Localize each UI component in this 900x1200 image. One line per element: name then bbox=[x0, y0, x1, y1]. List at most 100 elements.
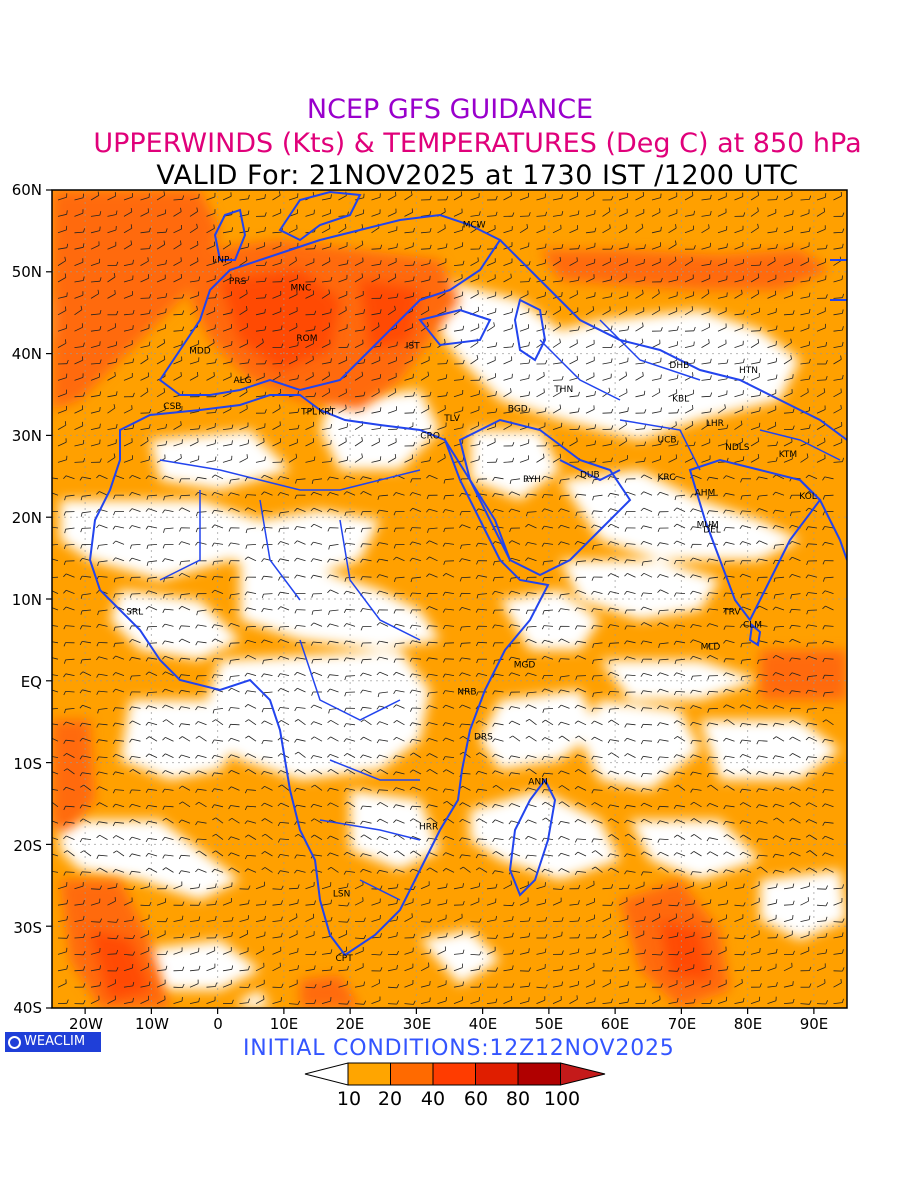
wind-barb-feather bbox=[446, 932, 448, 937]
wind-barb bbox=[329, 787, 339, 791]
wind-barb bbox=[543, 625, 554, 627]
wind-barb-feather bbox=[79, 804, 83, 809]
wind-barb bbox=[824, 803, 834, 808]
wind-barb-feather bbox=[707, 784, 711, 788]
wind-barb bbox=[494, 476, 504, 480]
wind-barb bbox=[709, 738, 719, 742]
wind-barb bbox=[527, 691, 537, 694]
wind-barb bbox=[527, 592, 537, 594]
wind-barb bbox=[494, 508, 504, 512]
wind-barb-feather bbox=[145, 671, 150, 675]
wind-barb bbox=[552, 888, 563, 890]
wind-barb bbox=[354, 294, 364, 299]
wind-barb bbox=[189, 951, 199, 955]
wind-barb-feather bbox=[677, 998, 679, 1003]
wind-barb bbox=[692, 771, 702, 775]
wind-barb-feather bbox=[409, 818, 414, 822]
wind-barb-feather bbox=[132, 309, 135, 315]
wind-barb-feather bbox=[492, 838, 495, 843]
wind-barb bbox=[503, 277, 512, 283]
wind-barb-feather bbox=[195, 477, 198, 481]
wind-barb bbox=[684, 260, 693, 266]
wind-barb-feather bbox=[360, 511, 363, 516]
wind-barb bbox=[470, 409, 480, 414]
wind-barb-feather bbox=[673, 754, 677, 758]
wind-barb bbox=[758, 640, 768, 644]
wind-barb-feather bbox=[277, 655, 281, 660]
wind-barb bbox=[560, 721, 570, 726]
wind-barb-feather bbox=[756, 705, 760, 709]
wind-barb-feather bbox=[512, 949, 514, 954]
wind-barb bbox=[206, 412, 216, 414]
wind-barb bbox=[428, 641, 438, 644]
wind-barb-feather bbox=[756, 820, 760, 825]
wind-barb-feather bbox=[277, 802, 282, 807]
wind-barb-feather bbox=[558, 658, 561, 663]
wind-barb bbox=[618, 361, 628, 365]
wind-barb-feather bbox=[360, 719, 365, 723]
wind-barb-feather bbox=[294, 707, 297, 712]
wind-barb bbox=[519, 411, 529, 414]
wind-barb bbox=[363, 769, 372, 775]
wind-barb-feather bbox=[611, 425, 614, 430]
wind-barb-feather bbox=[789, 657, 792, 662]
wind-barb bbox=[767, 952, 777, 955]
wind-barb-feather bbox=[79, 772, 83, 777]
wind-barb bbox=[783, 458, 793, 463]
wind-barb-feather bbox=[660, 440, 662, 445]
wind-barb-feather bbox=[462, 900, 465, 906]
wind-barb bbox=[767, 967, 777, 972]
wind-barb-feather bbox=[723, 592, 726, 597]
wind-barb-feather bbox=[624, 640, 628, 645]
wind-barb bbox=[281, 720, 290, 726]
wind-barb bbox=[684, 935, 694, 939]
wind-barb bbox=[98, 673, 108, 676]
wind-barb-feather bbox=[528, 359, 531, 364]
wind-barb-feather bbox=[657, 739, 660, 744]
wind-barb-feather bbox=[429, 195, 432, 200]
wind-barb-feather bbox=[660, 966, 663, 971]
coastline-arabia bbox=[458, 418, 632, 577]
wind-barb-feather bbox=[741, 978, 743, 983]
wind-barb-feather bbox=[442, 673, 446, 678]
wind-barb bbox=[173, 424, 182, 430]
wind-barb bbox=[181, 689, 191, 693]
wind-barb-feather bbox=[178, 507, 183, 511]
wind-barb bbox=[57, 983, 67, 988]
wind-barb bbox=[65, 625, 75, 627]
wind-barb-feather bbox=[145, 606, 150, 610]
wind-barb bbox=[461, 642, 471, 644]
wind-barb-feather bbox=[264, 391, 267, 396]
wind-barb bbox=[90, 376, 100, 381]
wind-barb-feather bbox=[475, 818, 480, 822]
wind-barb bbox=[783, 262, 793, 266]
wind-barb bbox=[412, 836, 422, 840]
wind-barb-feather bbox=[805, 867, 810, 871]
wind-barb bbox=[81, 625, 92, 627]
wind-barb-feather bbox=[574, 704, 578, 709]
wind-barb-feather bbox=[113, 850, 117, 854]
wind-barb bbox=[618, 392, 628, 398]
wind-barb bbox=[280, 870, 290, 873]
wind-barb-feather bbox=[525, 524, 529, 528]
wind-barb-feather bbox=[657, 788, 661, 792]
wind-barb-feather bbox=[561, 931, 563, 936]
wind-barb bbox=[173, 244, 182, 250]
wind-barb bbox=[511, 755, 521, 758]
wind-barb bbox=[206, 904, 216, 906]
wind-barb bbox=[57, 459, 67, 463]
wind-barb bbox=[800, 886, 810, 890]
wind-barb-feather bbox=[376, 802, 381, 806]
wind-barb-feather bbox=[410, 191, 413, 196]
wind-barb bbox=[610, 804, 620, 808]
wind-barb bbox=[255, 376, 265, 381]
wind-barb bbox=[626, 656, 636, 660]
wind-barb bbox=[577, 819, 587, 824]
wind-barb bbox=[288, 933, 298, 939]
wind-barb-feather bbox=[726, 243, 728, 248]
wind-barb-feather bbox=[245, 544, 248, 549]
wind-barb bbox=[313, 558, 323, 562]
wind-barb-feather bbox=[281, 916, 283, 921]
wind-barb-feather bbox=[676, 932, 679, 937]
wind-barb-feather bbox=[83, 342, 85, 347]
